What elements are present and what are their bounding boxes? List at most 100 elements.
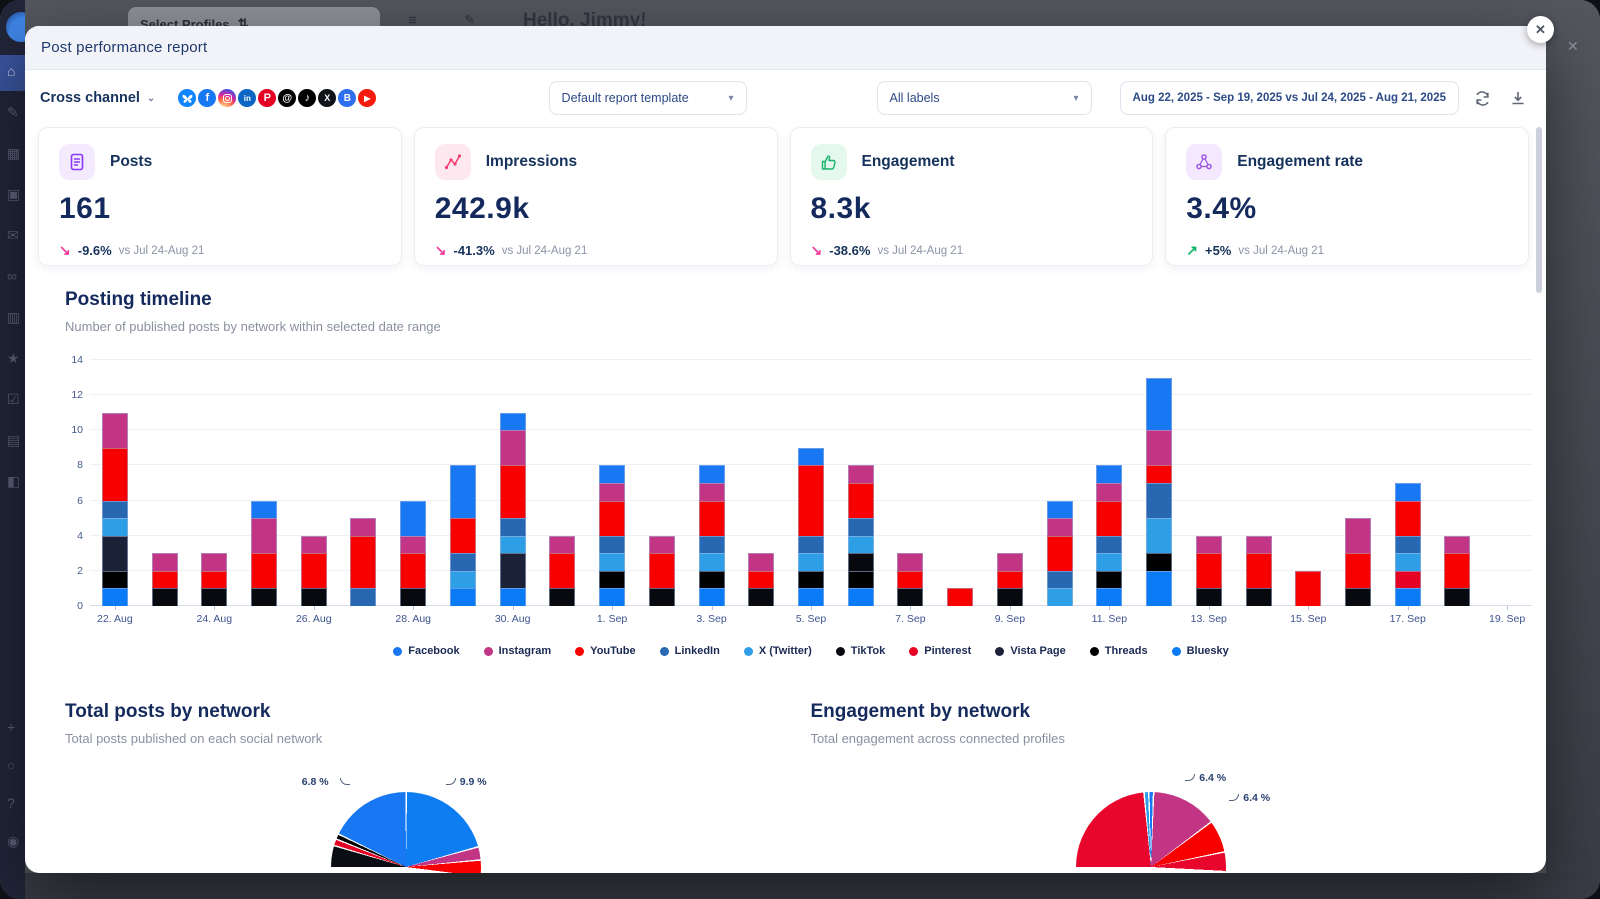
x-tick-label: 3. Sep — [696, 613, 727, 625]
vista-page-icon[interactable]: B — [337, 88, 358, 108]
sidebar-notifications-icon[interactable]: ○ — [7, 757, 16, 773]
segment-youtube — [1195, 553, 1222, 589]
sidebar-active-item[interactable] — [0, 55, 25, 91]
x-tick-label: 30. Aug — [494, 613, 531, 625]
sidebar-media-icon[interactable]: ▣ — [7, 186, 21, 202]
legend-label: X (Twitter) — [758, 645, 812, 657]
scrollbar-thumb[interactable] — [1536, 127, 1542, 293]
report-template-value: Default report template — [561, 91, 689, 105]
segment-youtube — [698, 500, 725, 536]
sidebar-company-icon[interactable]: ◧ — [7, 473, 21, 489]
segment-bluesky — [797, 588, 824, 606]
legend-item-vista-page[interactable]: Vista Page — [995, 645, 1066, 657]
kpi-card-engagement: Engagement 8.3k ↘ -38.6% vs Jul 24-Aug 2… — [789, 127, 1154, 266]
segment-youtube — [400, 553, 427, 589]
tiktok-icon[interactable]: ♪ — [297, 88, 318, 108]
instagram-icon[interactable] — [217, 88, 238, 108]
select-profiles-dropdown[interactable]: Select Profiles ⇅ — [128, 7, 380, 26]
legend-item-pinterest[interactable]: Pinterest — [909, 645, 971, 657]
legend-label: Facebook — [408, 645, 460, 657]
date-range-picker[interactable]: Aug 22, 2025 - Sep 19, 2025 vs Jul 24, 2… — [1119, 81, 1459, 115]
bluesky-icon[interactable] — [177, 88, 198, 108]
engagement-rate-icon — [1186, 144, 1223, 180]
posting-timeline-chart: 0 2 4 6 8 10 12 14 22. Aug 24. Aug 26. Aug 28. Aug… — [65, 354, 1532, 633]
threads-icon[interactable]: @ — [277, 88, 298, 108]
sidebar-connect-icon[interactable]: ∞ — [7, 268, 17, 284]
x-tick-label: 9. Sep — [994, 613, 1026, 625]
legend-item-linkedin[interactable]: LinkedIn — [659, 645, 720, 657]
sidebar-analytics-icon[interactable]: ▥ — [7, 309, 21, 325]
refresh-button[interactable] — [1469, 90, 1495, 107]
stacked-bar-25-aug — [251, 500, 278, 606]
segment-instagram — [201, 553, 228, 571]
sidebar-tasks-icon[interactable]: ☑ — [7, 391, 20, 407]
sidebar-home-icon[interactable]: ⌂ — [7, 63, 16, 79]
segment-youtube — [1444, 553, 1471, 589]
segment-instagram — [101, 412, 128, 448]
report-template-select[interactable]: Default report template ▾ — [548, 81, 747, 115]
legend-dot — [743, 646, 753, 656]
segment-youtube — [599, 500, 626, 536]
youtube-icon[interactable]: ▶ — [357, 88, 378, 108]
trend-delta: +5% — [1204, 243, 1232, 258]
segment-threads — [1146, 553, 1173, 571]
segment-youtube — [1295, 570, 1322, 606]
channel-selector[interactable]: Cross channel ⌄ — [40, 90, 155, 106]
x-tick-label: 19. Sep — [1489, 613, 1526, 625]
legend-item-tiktok[interactable]: TikTok — [835, 645, 885, 657]
sidebar-profile-icon[interactable]: ◉ — [7, 833, 20, 849]
app-logo[interactable] — [6, 12, 25, 42]
sidebar-listening-icon[interactable]: ▤ — [7, 432, 21, 448]
filter-menu-icon[interactable]: ≡ — [408, 12, 417, 26]
y-tick-label: 12 — [71, 389, 83, 402]
segment-tiktok — [648, 588, 675, 606]
segment-youtube — [897, 570, 924, 589]
legend-item-x-twitter-[interactable]: X (Twitter) — [743, 645, 812, 657]
stacked-bar-1-sep — [599, 465, 626, 606]
section-subtitle: Total engagement across connected profil… — [810, 731, 1065, 746]
facebook-icon[interactable]: f — [197, 88, 218, 108]
x-tick-label: 13. Sep — [1190, 613, 1227, 625]
x-twitter-icon[interactable]: X — [317, 88, 338, 108]
legend-item-instagram[interactable]: Instagram — [483, 645, 551, 657]
segment-bluesky — [1096, 588, 1123, 606]
legend-item-facebook[interactable]: Facebook — [393, 645, 460, 657]
labels-select[interactable]: All labels ▾ — [876, 81, 1092, 115]
sidebar-add-icon[interactable]: + — [7, 719, 16, 735]
segment-linkedin — [350, 588, 377, 606]
segment-instagram — [1444, 535, 1471, 554]
segment-youtube — [1394, 500, 1421, 536]
download-icon — [1512, 92, 1524, 105]
download-button[interactable] — [1505, 90, 1531, 106]
segment-linkedin — [1046, 570, 1073, 589]
segment-tiktok — [400, 588, 427, 606]
segment-facebook — [698, 465, 725, 484]
legend-item-youtube[interactable]: YouTube — [575, 645, 636, 657]
sidebar-compose-icon[interactable]: ✎ — [7, 104, 19, 120]
modal-header: Post performance report — [25, 26, 1546, 70]
modal-close-button[interactable]: ✕ — [1527, 16, 1554, 43]
pinterest-icon[interactable]: P — [257, 88, 278, 108]
kpi-label: Impressions — [485, 153, 578, 170]
legend-dot — [393, 646, 403, 656]
compose-icon[interactable]: ✎ — [464, 12, 475, 26]
backdrop-close-icon[interactable]: ✕ — [1567, 38, 1579, 54]
legend-item-threads[interactable]: Threads — [1089, 645, 1148, 657]
legend-item-bluesky[interactable]: Bluesky — [1171, 645, 1229, 657]
segment-x-twitter- — [797, 553, 824, 571]
stacked-bar-2-sep — [648, 535, 675, 606]
segment-youtube — [847, 483, 874, 519]
segment-pinterest — [1394, 570, 1421, 589]
stacked-bar-5-sep — [797, 447, 824, 606]
segment-threads — [101, 570, 128, 589]
segment-youtube — [947, 588, 974, 606]
sidebar-messages-icon[interactable]: ✉ — [7, 227, 19, 243]
bottom-sections: Total posts by network Total posts publi… — [25, 701, 1546, 873]
sidebar-reviews-icon[interactable]: ★ — [7, 350, 20, 366]
legend-label: Bluesky — [1186, 645, 1229, 657]
sidebar-help-icon[interactable]: ? — [7, 795, 15, 811]
sidebar-calendar-icon[interactable]: ▦ — [7, 145, 21, 161]
trend-compare: vs Jul 24-Aug 21 — [501, 244, 588, 257]
linkedin-icon[interactable]: in — [237, 88, 258, 108]
date-range-value: Aug 22, 2025 - Sep 19, 2025 vs Jul 24, 2… — [1132, 92, 1446, 104]
